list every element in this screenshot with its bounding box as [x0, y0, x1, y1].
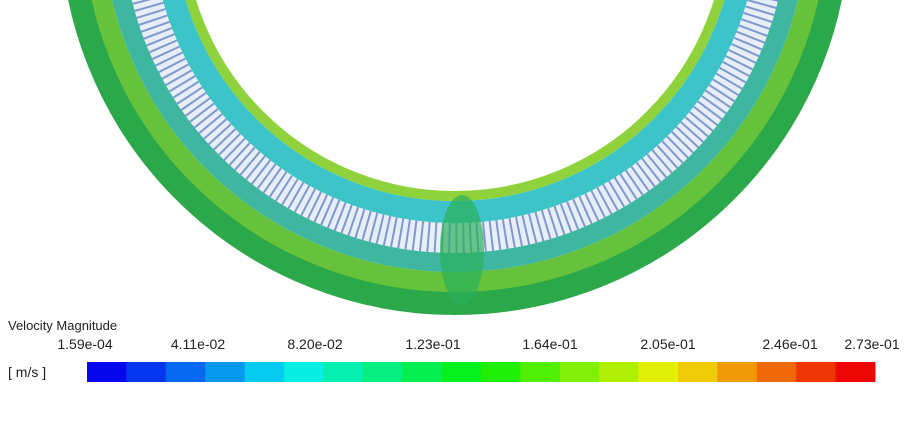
tick-label: 2.46e-01 [762, 336, 817, 352]
colorbar-segment [717, 362, 758, 382]
colorbar-segment [559, 362, 600, 382]
colorbar-segment [441, 362, 482, 382]
tick-label: 8.20e-02 [287, 336, 342, 352]
colorbar-segment [165, 362, 206, 382]
tick-label: 1.64e-01 [522, 336, 577, 352]
colorbar-segment [638, 362, 679, 382]
tick-label: 1.23e-01 [405, 336, 460, 352]
colorbar-segment [481, 362, 521, 382]
colorbar-segment [402, 362, 443, 382]
colorbar-segment [244, 362, 285, 382]
colorbar-segment [205, 362, 246, 382]
legend-unit: [ m/s ] [8, 364, 46, 380]
colorbar-segment [87, 362, 127, 382]
colorbar-segment [796, 362, 837, 382]
tick-label: 2.73e-01 [844, 336, 899, 352]
tick-label: 1.59e-04 [57, 336, 112, 352]
colorbar-segment [284, 362, 324, 382]
colorbar-ticks: 1.59e-04 4.11e-02 8.20e-02 1.23e-01 1.64e-01… [57, 336, 899, 352]
colorbar-segment [835, 362, 876, 382]
tick-label: 4.11e-02 [171, 336, 225, 352]
merge-zone [440, 195, 484, 305]
colorbar-segment [756, 362, 797, 382]
inner-edge [185, 0, 725, 201]
colorbar-segment [599, 362, 640, 382]
velocity-ring [68, 0, 842, 315]
colorbar-segment [520, 362, 561, 382]
legend-title: Velocity Magnitude [8, 318, 117, 333]
colorbar-segment [362, 362, 403, 382]
tick-label: 2.05e-01 [640, 336, 695, 352]
colorbar [87, 362, 876, 382]
colorbar-segment [323, 362, 364, 382]
colorbar-segment [678, 362, 718, 382]
outer-band [68, 0, 842, 315]
colorbar-segment [126, 362, 167, 382]
